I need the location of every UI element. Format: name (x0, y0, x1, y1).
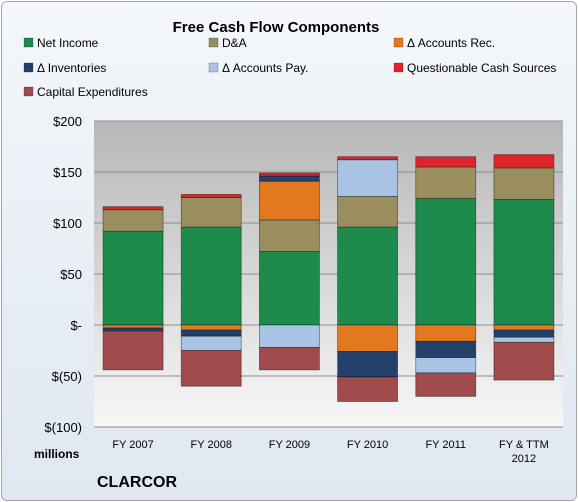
bar-accounts-rec (493, 324, 555, 331)
bar-accounts-rec (259, 180, 320, 221)
bar-d-a (102, 209, 164, 232)
legend-swatch-net-income (23, 37, 34, 48)
bar-accounts-pay (493, 336, 555, 343)
bar-questionable-cash-sources (415, 156, 477, 168)
y-tick-label: $- (70, 318, 82, 333)
legend: Net Income D&A Δ Accounts Rec. Δ Inventorie… (23, 36, 556, 99)
bar-d-a (493, 167, 555, 200)
y-tick-label: $50 (60, 267, 82, 282)
bar-inventories (102, 327, 164, 332)
x-tick-label: FY 2007 (112, 439, 153, 451)
legend-swatch-questionable-cash-sources (393, 62, 404, 73)
x-tick-label: FY 2010 (347, 439, 388, 451)
bar-capital-expenditures (415, 372, 477, 397)
x-axis: FY 2007 FY 2008 FY 2009 FY 2010 FY 2011 FY & … (112, 439, 548, 465)
bar-inventories (415, 340, 477, 359)
bar-accounts-rec (180, 324, 242, 331)
x-tick-label: FY 2008 (191, 439, 232, 451)
legend-swatch-accounts-pay (208, 62, 219, 73)
legend-label-d-a: D&A (222, 36, 247, 50)
bar-inventories (180, 329, 242, 337)
bar-inventories (337, 351, 398, 378)
bar-capital-expenditures (493, 341, 555, 381)
bar-capital-expenditures (259, 347, 320, 371)
y-tick-label: $100 (53, 216, 82, 231)
legend-label-inventories: Δ Inventories (37, 61, 106, 75)
units-label: millions (34, 447, 80, 461)
bar-d-a (337, 196, 398, 228)
legend-swatch-capital-expenditures (23, 86, 34, 97)
y-tick-label: $(100) (44, 420, 82, 435)
bar-accounts-pay (337, 159, 398, 197)
bar-net-income (180, 226, 242, 326)
bar-accounts-rec (415, 324, 477, 342)
bar-net-income (259, 251, 320, 326)
company-label: CLARCOR (97, 474, 177, 491)
legend-label-net-income: Net Income (37, 36, 99, 50)
bar-questionable-cash-sources (493, 154, 555, 169)
bar-accounts-pay (259, 324, 320, 348)
bar-d-a (415, 166, 477, 199)
bar-capital-expenditures (180, 350, 242, 387)
bar-net-income (415, 198, 477, 326)
gridlines (94, 120, 563, 428)
bar-questionable-cash-sources (259, 172, 320, 177)
x-tick-label: FY & TTM 2012 (499, 439, 549, 465)
bar-questionable-cash-sources (337, 156, 398, 161)
bar-accounts-pay (180, 335, 242, 351)
bar-questionable-cash-sources (180, 194, 242, 198)
bar-accounts-rec (102, 324, 164, 329)
bar-inventories (259, 175, 320, 182)
legend-label-accounts-pay: Δ Accounts Pay. (222, 61, 309, 75)
bar-accounts-pay (415, 357, 477, 374)
y-tick-label: $200 (53, 114, 82, 129)
chart-title: Free Cash Flow Components (173, 19, 380, 36)
bar-d-a (180, 197, 242, 228)
x-tick-label: FY 2011 (425, 439, 466, 451)
bar-questionable-cash-sources (102, 206, 164, 211)
bar-accounts-rec (337, 324, 398, 352)
y-tick-label: $150 (53, 165, 82, 180)
legend-swatch-d-a (208, 37, 219, 48)
bar-net-income (102, 230, 164, 326)
y-axis: $200 $150 $100 $50 $- $(50) $(100) (44, 114, 82, 435)
bar-net-income (337, 226, 398, 326)
legend-label-questionable-cash-sources: Questionable Cash Sources (407, 61, 556, 75)
bar-capital-expenditures (337, 376, 398, 402)
x-tick-label: FY 2009 (269, 439, 310, 451)
bar-inventories (493, 329, 555, 338)
legend-swatch-accounts-rec (393, 37, 404, 48)
bar-d-a (259, 219, 320, 252)
bar-capital-expenditures (102, 330, 164, 371)
bars (102, 154, 555, 402)
legend-swatch-inventories (23, 62, 34, 73)
bar-net-income (493, 199, 555, 326)
legend-label-accounts-rec: Δ Accounts Rec. (407, 36, 495, 50)
legend-label-capital-expenditures: Capital Expenditures (37, 85, 148, 99)
y-tick-label: $(50) (52, 369, 82, 384)
